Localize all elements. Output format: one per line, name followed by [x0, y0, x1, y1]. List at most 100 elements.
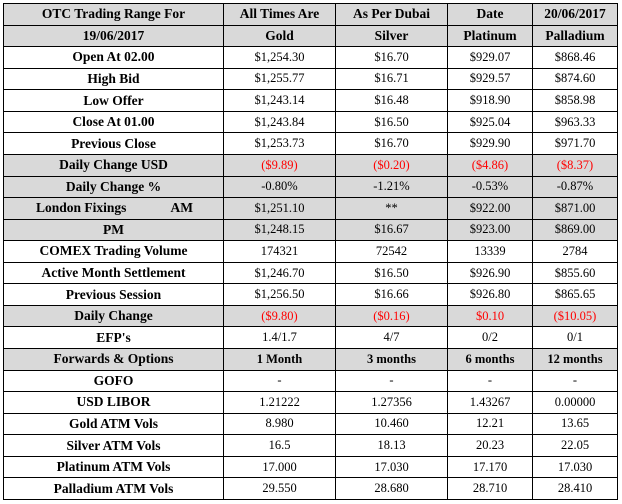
row-label: Daily Change % [3, 175, 224, 199]
row-label: Silver ATM Vols [3, 434, 224, 457]
value-cell: $16.48 [335, 89, 448, 112]
table-row-daily-change: Daily Change ($9.80) ($0.16) $0.10 ($10.… [3, 304, 618, 328]
value-cell: 17.000 [223, 455, 336, 479]
value-cell: $16.50 [335, 261, 448, 285]
value-cell: $868.46 [532, 46, 618, 69]
value-cell: $1,256.50 [223, 283, 336, 306]
value-cell: - [447, 369, 533, 393]
value-cell: 72542 [335, 240, 448, 263]
value-cell: - [335, 369, 448, 393]
value-cell: 13.65 [532, 412, 618, 436]
table-row-daily-change-usd: Daily Change USD ($9.89) ($0.20) ($4.86)… [3, 153, 618, 177]
value-cell: $1,243.14 [223, 89, 336, 112]
value-cell: $1,246.70 [223, 261, 336, 285]
value-cell: ** [335, 197, 448, 220]
header-cell: Date [447, 3, 533, 26]
row-label: COMEX Trading Volume [3, 240, 224, 263]
value-cell: 17.030 [532, 455, 618, 479]
value-cell: $926.90 [447, 261, 533, 285]
row-label: Platinum ATM Vols [3, 455, 224, 479]
table-row-comex: COMEX Trading Volume 174321 72542 13339 … [3, 240, 618, 263]
value-cell: 4/7 [335, 326, 448, 349]
value-cell: ($0.20) [335, 153, 448, 177]
value-cell: 0/1 [532, 326, 618, 349]
value-cell: 28.410 [532, 477, 618, 500]
value-cell: 1.21222 [223, 391, 336, 414]
row-label: Close At 01.00 [3, 110, 224, 134]
am-label: AM [170, 200, 194, 216]
table-row-london-am: London Fixings AM $1,251.10 ** $922.00 $… [3, 197, 618, 220]
value-cell: 8.980 [223, 412, 336, 436]
table-row-low: Low Offer $1,243.14 $16.48 $918.90 $858.… [3, 89, 618, 112]
value-cell: $923.00 [447, 218, 533, 242]
value-cell: $929.57 [447, 67, 533, 91]
header-cell: OTC Trading Range For [3, 3, 224, 26]
value-cell: -0.87% [532, 175, 618, 199]
table-row-forwards-options: Forwards & Options 1 Month 3 months 6 mo… [3, 348, 618, 371]
pm-label: PM [3, 218, 224, 242]
value-cell: 2784 [532, 240, 618, 263]
table-row-open: Open At 02.00 $1,254.30 $16.70 $929.07 $… [3, 46, 618, 69]
value-cell: 13339 [447, 240, 533, 263]
header-cell: 19/06/2017 [3, 24, 224, 48]
table-row-usd-libor: USD LIBOR 1.21222 1.27356 1.43267 0.0000… [3, 391, 618, 414]
table-row-active-month: Active Month Settlement $1,246.70 $16.50… [3, 261, 618, 285]
row-label: Previous Close [3, 132, 224, 155]
value-cell: $16.70 [335, 46, 448, 69]
value-cell: $963.33 [532, 110, 618, 134]
header-cell: Gold [223, 24, 336, 48]
value-cell: -0.80% [223, 175, 336, 199]
value-cell: $929.07 [447, 46, 533, 69]
value-cell: 28.680 [335, 477, 448, 500]
value-cell: 10.460 [335, 412, 448, 436]
value-cell: $858.98 [532, 89, 618, 112]
value-cell: $0.10 [447, 304, 533, 328]
value-cell: ($9.89) [223, 153, 336, 177]
row-label: Gold ATM Vols [3, 412, 224, 436]
value-cell: $1,254.30 [223, 46, 336, 69]
table-row-gofo: GOFO - - - - [3, 369, 618, 393]
value-cell: 0/2 [447, 326, 533, 349]
value-cell: $869.00 [532, 218, 618, 242]
value-cell: -1.21% [335, 175, 448, 199]
value-cell: 17.170 [447, 455, 533, 479]
row-label: Forwards & Options [3, 348, 224, 371]
header-row-1: OTC Trading Range For All Times Are As P… [3, 3, 618, 26]
value-cell: $1,251.10 [223, 197, 336, 220]
value-cell: $922.00 [447, 197, 533, 220]
value-cell: ($0.16) [335, 304, 448, 328]
value-cell: $16.66 [335, 283, 448, 306]
value-cell: $16.67 [335, 218, 448, 242]
table-row-previous-close: Previous Close $1,253.73 $16.70 $929.90 … [3, 132, 618, 155]
table-row-silver-vols: Silver ATM Vols 16.5 18.13 20.23 22.05 [3, 434, 618, 457]
value-cell: $16.50 [335, 110, 448, 134]
value-cell: $1,255.77 [223, 67, 336, 91]
value-cell: 17.030 [335, 455, 448, 479]
value-cell: -0.53% [447, 175, 533, 199]
value-cell: $926.80 [447, 283, 533, 306]
value-cell: 20.23 [447, 434, 533, 457]
value-cell: ($4.86) [447, 153, 533, 177]
value-cell: 18.13 [335, 434, 448, 457]
row-label: Daily Change [3, 304, 224, 328]
value-cell: - [532, 369, 618, 393]
value-cell: 3 months [335, 348, 448, 371]
value-cell: $1,253.73 [223, 132, 336, 155]
value-cell: $918.90 [447, 89, 533, 112]
table-row-daily-change-pct: Daily Change % -0.80% -1.21% -0.53% -0.8… [3, 175, 618, 199]
header-cell: As Per Dubai [335, 3, 448, 26]
value-cell: 29.550 [223, 477, 336, 500]
row-label: GOFO [3, 369, 224, 393]
row-label: Palladium ATM Vols [3, 477, 224, 500]
table-row-gold-vols: Gold ATM Vols 8.980 10.460 12.21 13.65 [3, 412, 618, 436]
header-cell: Platinum [447, 24, 533, 48]
otc-trading-range-table: OTC Trading Range For All Times Are As P… [3, 3, 618, 500]
table-row-palladium-vols: Palladium ATM Vols 29.550 28.680 28.710 … [3, 477, 618, 500]
row-label: Previous Session [3, 283, 224, 306]
value-cell: $16.70 [335, 132, 448, 155]
row-label: Low Offer [3, 89, 224, 112]
header-cell: 20/06/2017 [532, 3, 618, 26]
value-cell: $865.65 [532, 283, 618, 306]
london-fixings-label: London Fixings [36, 200, 127, 216]
value-cell: $925.04 [447, 110, 533, 134]
